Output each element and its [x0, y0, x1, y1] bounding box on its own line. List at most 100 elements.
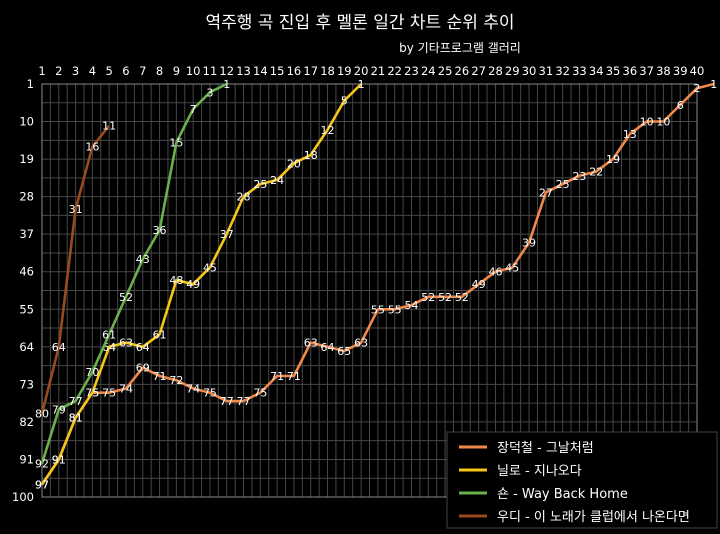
x-tick-label: 2: [55, 64, 62, 78]
x-tick-label: 31: [539, 64, 554, 78]
x-tick-label: 17: [303, 64, 318, 78]
x-tick-label: 20: [354, 64, 369, 78]
x-tick-label: 35: [606, 64, 621, 78]
y-tick-label: 91: [19, 452, 34, 466]
data-label: 16: [85, 141, 99, 154]
data-label: 64: [136, 341, 150, 354]
y-tick-label: 55: [19, 302, 34, 316]
x-tick-label: 38: [656, 64, 671, 78]
data-label: 70: [85, 366, 99, 379]
x-tick-label: 14: [253, 64, 268, 78]
data-label: 69: [136, 362, 150, 375]
x-tick-label: 5: [106, 64, 113, 78]
data-label: 19: [606, 153, 620, 166]
data-label: 13: [623, 128, 637, 141]
data-label: 54: [404, 299, 418, 312]
data-label: 71: [270, 370, 284, 383]
x-tick-label: 16: [287, 64, 302, 78]
x-axis-ticks: 1 2 3 4 5 6 7 8 9 10 11 12 13 14 15 16 17 18 19 20 21 22 23 24 2…: [38, 64, 704, 78]
x-tick-label: 37: [639, 64, 654, 78]
data-label: 1: [223, 78, 230, 91]
x-tick-label: 40: [690, 64, 705, 78]
data-label: 12: [321, 124, 335, 137]
x-tick-label: 27: [471, 64, 486, 78]
x-tick-label: 9: [173, 64, 180, 78]
y-tick-label: 73: [19, 377, 34, 391]
series-line: [40, 124, 111, 414]
x-tick-label: 15: [270, 64, 285, 78]
data-label: 45: [203, 262, 217, 275]
data-label: 74: [119, 383, 133, 396]
data-label: 74: [186, 383, 200, 396]
x-tick-label: 39: [673, 64, 688, 78]
series-line: [40, 82, 715, 486]
legend-entry: 장덕철 - 그날처럼: [497, 441, 594, 456]
y-tick-label: 10: [19, 115, 34, 129]
data-label: 25: [556, 178, 570, 191]
data-label: 3: [206, 86, 213, 99]
data-label: 75: [253, 387, 267, 400]
legend-entry: 숀 - Way Back Home: [497, 487, 628, 502]
x-tick-label: 11: [203, 64, 218, 78]
data-label: 75: [203, 387, 217, 400]
x-tick-label: 12: [219, 64, 234, 78]
series-line: [40, 82, 228, 464]
data-label: 48: [169, 274, 183, 287]
data-label: 80: [35, 408, 49, 421]
data-label: 36: [153, 224, 167, 237]
y-tick-label: 1: [27, 77, 34, 91]
data-label: 97: [35, 478, 49, 491]
data-label: 27: [539, 186, 553, 199]
x-tick-label: 4: [89, 64, 96, 78]
data-label: 22: [589, 166, 603, 179]
x-tick-label: 6: [122, 64, 129, 78]
plot-frame: [41, 83, 698, 498]
x-tick-label: 19: [337, 64, 352, 78]
data-label: 7: [190, 103, 197, 116]
data-label: 46: [488, 266, 502, 279]
y-tick-label: 19: [19, 152, 34, 166]
x-tick-label: 18: [320, 64, 335, 78]
data-label: 5: [341, 95, 348, 108]
x-tick-label: 22: [387, 64, 402, 78]
x-tick-label: 7: [139, 64, 146, 78]
data-label: 61: [102, 328, 116, 341]
data-label: 92: [35, 458, 49, 471]
data-label: 15: [169, 136, 183, 149]
data-label: 55: [371, 303, 385, 316]
x-tick-label: 34: [589, 64, 604, 78]
data-label: 18: [304, 149, 318, 162]
y-axis-ticks: 1 10 19 28 37 46 55 64 73 82 91 100: [12, 77, 34, 504]
data-label: 52: [455, 291, 469, 304]
data-label: 2: [694, 82, 701, 95]
x-tick-label: 26: [455, 64, 470, 78]
data-label: 6: [677, 99, 684, 112]
data-label: 1: [358, 78, 365, 91]
data-label: 63: [304, 337, 318, 350]
data-label: 72: [169, 374, 183, 387]
x-tick-label: 28: [488, 64, 503, 78]
chart-subtitle: by 기타프로그램 갤러리: [399, 41, 521, 55]
data-label: 55: [388, 303, 402, 316]
data-label: 64: [52, 341, 66, 354]
data-label: 24: [270, 174, 284, 187]
data-label: 43: [136, 253, 150, 266]
data-label: 1: [710, 78, 717, 91]
x-tick-label: 33: [572, 64, 587, 78]
x-tick-label: 13: [236, 64, 251, 78]
x-tick-label: 23: [404, 64, 419, 78]
data-label: 75: [102, 387, 116, 400]
data-label: 31: [69, 203, 83, 216]
data-label: 28: [237, 191, 251, 204]
series-line: [40, 83, 363, 486]
x-tick-label: 30: [522, 64, 537, 78]
x-tick-label: 1: [38, 64, 45, 78]
data-label: 45: [505, 262, 519, 275]
y-tick-label: 28: [19, 190, 34, 204]
x-tick-label: 3: [72, 64, 79, 78]
data-label: 52: [438, 291, 452, 304]
